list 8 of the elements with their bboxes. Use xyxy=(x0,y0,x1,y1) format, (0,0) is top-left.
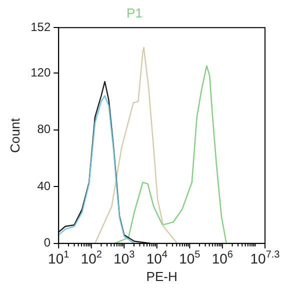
y-tick-label: 152 xyxy=(30,20,51,34)
x-axis-title: PE-H xyxy=(146,268,178,284)
chart-title: P1 xyxy=(126,5,142,20)
y-tick-label: 40 xyxy=(37,178,51,193)
y-tick-label: 80 xyxy=(37,122,51,136)
y-axis-title: Count xyxy=(7,118,22,153)
y-tick-label: 0 xyxy=(44,236,51,250)
y-tick-label: 120 xyxy=(30,65,51,80)
